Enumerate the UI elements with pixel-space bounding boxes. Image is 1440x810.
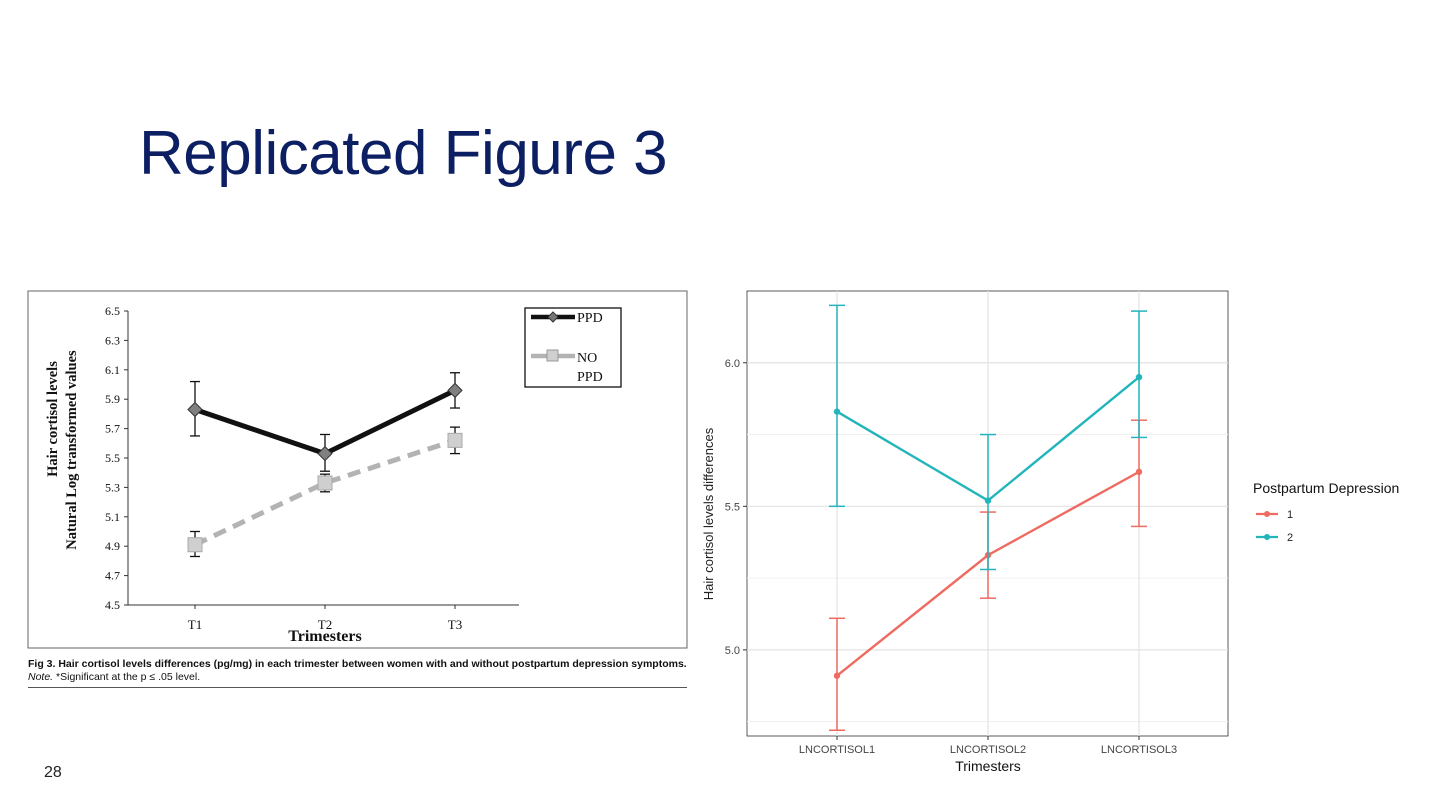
left-chart: 4.54.74.95.15.35.55.75.96.16.36.5T1 T2 T3 … — [27, 290, 688, 649]
right-point-series-2 — [833, 408, 841, 415]
right-y-axis-label: Hair cortisol levels differences — [701, 427, 716, 600]
left-y-tick-label: 6.1 — [105, 363, 120, 377]
left-point-no-ppd — [187, 537, 203, 553]
caption-fig-label: Fig 3. — [28, 658, 56, 670]
caption-note-text: *Significant at the p ≤ .05 level. — [53, 671, 201, 683]
right-point-series-2 — [1135, 373, 1143, 381]
legend-diamond-marker — [547, 311, 559, 323]
legend-label-no-ppd-line1: NO — [577, 351, 597, 366]
left-x-axis-label: Trimesters — [288, 628, 361, 645]
legend-square-marker — [546, 349, 559, 362]
right-y-tick-label: 5.5 — [725, 501, 740, 513]
left-plot-area: 4.5 4.7 4.9 5.1 5.3 5.5 5.7 5.9 6.1 6.3 6.5 T1 T2 T3 — [105, 304, 519, 632]
legend-label-2: 2 — [1287, 532, 1293, 544]
page-number: 28 — [44, 764, 62, 781]
left-y-tick-label: 5.5 — [105, 451, 120, 465]
right-x-tick-label: LNCORTISOL1 — [799, 744, 875, 756]
left-series-line-no-ppd — [193, 437, 456, 547]
right-y-tick-label: 5.0 — [725, 645, 740, 657]
left-y-axis-label: Hair cortisol levels — [45, 361, 61, 477]
left-x-tick-label: T3 — [448, 617, 462, 632]
left-y-tick-label: 4.9 — [105, 539, 120, 553]
figure-caption: Fig 3. Hair cortisol levels differences … — [28, 658, 688, 684]
right-x-tick-label: LNCORTISOL3 — [1101, 744, 1177, 756]
right-x-tick-label: LNCORTISOL2 — [950, 744, 1026, 756]
left-point-no-ppd — [317, 475, 333, 491]
right-legend: Postpartum Depression 1 2 — [1253, 480, 1399, 544]
right-point-series-1 — [833, 672, 841, 679]
right-x-axis-label: Trimesters — [955, 758, 1021, 774]
left-y-tick-label: 6.3 — [105, 333, 120, 347]
caption-rule — [28, 687, 687, 688]
legend-point-2 — [1264, 534, 1270, 540]
left-legend-box — [524, 307, 622, 388]
right-point-series-1 — [1135, 468, 1143, 476]
left-y-tick-label: 5.1 — [105, 510, 120, 524]
left-point-ppd — [447, 382, 463, 399]
right-y-tick-label: 6.0 — [725, 358, 740, 370]
caption-note-label: Note. — [28, 671, 54, 683]
right-chart: 5.0 5.5 6.0 LNCORTISOL1 LNCORTISOL2 LNCORTISO… — [701, 290, 1399, 774]
caption-title: Hair cortisol levels differences (pg/mg)… — [55, 658, 687, 670]
legend-point-1 — [1264, 511, 1270, 517]
left-point-ppd — [317, 445, 333, 462]
legend-label-ppd: PPD — [577, 311, 603, 326]
legend-label-no-ppd-line2: PPD — [577, 370, 603, 385]
legend-label-1: 1 — [1287, 509, 1293, 521]
left-x-tick-label: T2 — [318, 617, 332, 632]
left-y-tick-label: 4.7 — [105, 569, 120, 583]
left-point-ppd — [187, 401, 203, 418]
left-y-tick-label: 5.7 — [105, 422, 120, 436]
left-y-tick-label: 6.5 — [105, 304, 120, 318]
left-y-tick-label: 4.5 — [105, 598, 120, 612]
right-legend-title: Postpartum Depression — [1253, 480, 1399, 496]
left-x-tick-label: T1 — [188, 617, 202, 632]
left-point-no-ppd — [447, 432, 463, 448]
left-y-tick-label: 5.3 — [105, 480, 120, 494]
left-legend: PPD NO PPD — [524, 307, 622, 388]
right-plot-area: 5.0 5.5 6.0 LNCORTISOL1 LNCORTISOL2 LNCORTISO… — [725, 291, 1228, 756]
slide-title: Replicated Figure 3 — [139, 119, 668, 188]
left-y-tick-label: 5.9 — [105, 392, 120, 406]
left-y-axis-label-2: Natural Log transformed values — [64, 350, 80, 550]
right-point-series-2 — [984, 497, 992, 504]
